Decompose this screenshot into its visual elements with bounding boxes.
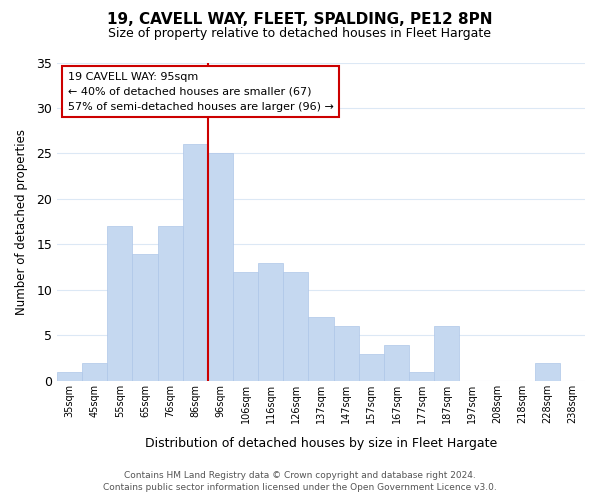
Y-axis label: Number of detached properties: Number of detached properties [15,128,28,314]
Text: 19 CAVELL WAY: 95sqm
← 40% of detached houses are smaller (67)
57% of semi-detac: 19 CAVELL WAY: 95sqm ← 40% of detached h… [68,72,334,112]
Bar [233,272,258,381]
Bar [107,226,133,381]
Bar [258,262,283,381]
Bar [535,363,560,381]
Bar [283,272,308,381]
Bar [409,372,434,381]
Bar [384,344,409,381]
Bar [334,326,359,381]
Bar [208,154,233,381]
Text: Size of property relative to detached houses in Fleet Hargate: Size of property relative to detached ho… [109,28,491,40]
Bar [82,363,107,381]
Bar [133,254,158,381]
Text: Contains HM Land Registry data © Crown copyright and database right 2024.
Contai: Contains HM Land Registry data © Crown c… [103,471,497,492]
X-axis label: Distribution of detached houses by size in Fleet Hargate: Distribution of detached houses by size … [145,437,497,450]
Bar [57,372,82,381]
Text: 19, CAVELL WAY, FLEET, SPALDING, PE12 8PN: 19, CAVELL WAY, FLEET, SPALDING, PE12 8P… [107,12,493,28]
Bar [434,326,460,381]
Bar [183,144,208,381]
Bar [359,354,384,381]
Bar [308,318,334,381]
Bar [158,226,183,381]
